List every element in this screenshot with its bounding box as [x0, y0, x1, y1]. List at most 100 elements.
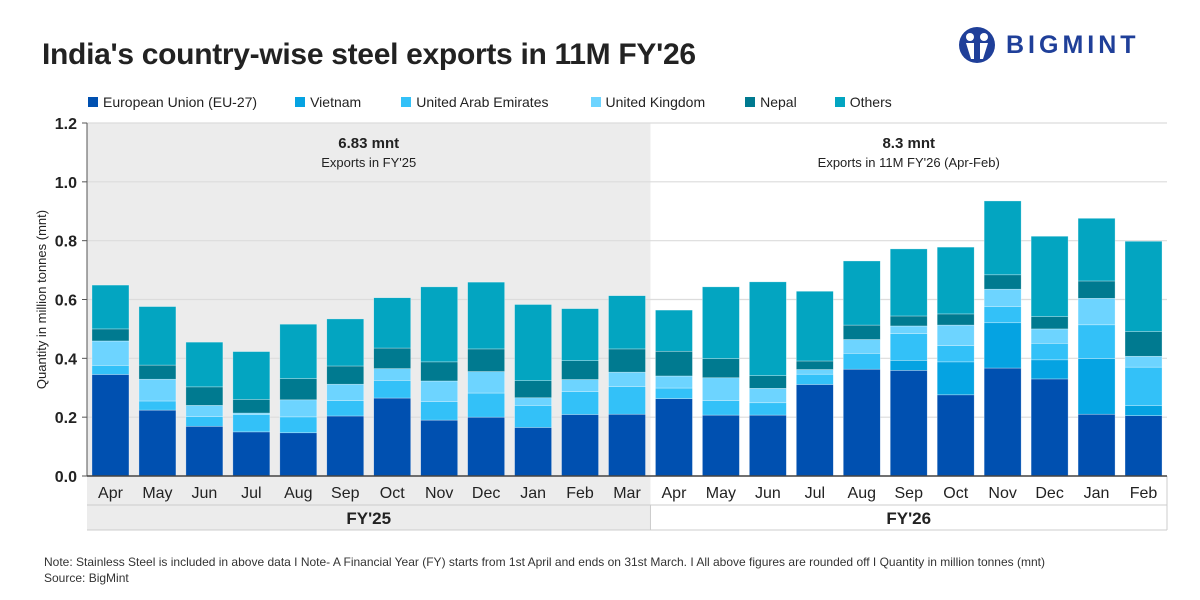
- legend-item: United Arab Emirates: [401, 94, 549, 110]
- x-tick-label: Aug: [848, 485, 876, 502]
- bar-segment-european-union-eu-27-: [514, 427, 552, 477]
- bar-segment-european-union-eu-27-: [983, 367, 1022, 477]
- x-tick-label: Nov: [988, 485, 1016, 502]
- bar-segment-united-arab-emirates: [655, 387, 693, 399]
- bar-segment-others: [467, 281, 505, 350]
- bar-segment-nepal: [91, 328, 130, 342]
- x-tick-label: Feb: [566, 485, 594, 502]
- x-tick-label: Jan: [520, 485, 546, 502]
- legend-swatch: [401, 97, 412, 107]
- x-tick-label: Jul: [805, 485, 825, 502]
- bar-segment-nepal: [185, 386, 224, 406]
- bar-segment-european-union-eu-27-: [1124, 415, 1163, 477]
- bar-segment-others: [608, 295, 646, 350]
- bar-segment-others: [279, 323, 318, 379]
- bar-segment-united-arab-emirates: [608, 386, 646, 415]
- x-tick-label: Aug: [284, 485, 312, 502]
- bar-segment-european-union-eu-27-: [1030, 378, 1069, 477]
- bar-segment-nepal: [373, 347, 412, 369]
- x-tick-label: Jun: [191, 485, 217, 502]
- bar-segment-others: [420, 286, 458, 363]
- source-text: Source: BigMint: [44, 571, 129, 585]
- x-tick-label: Mar: [613, 485, 641, 502]
- y-tick-label: 0.4: [55, 351, 77, 368]
- bar-segment-others: [514, 304, 552, 381]
- bar-segment-vietnam: [1077, 358, 1116, 415]
- bar-segment-nepal: [702, 358, 740, 379]
- bar-segment-european-union-eu-27-: [749, 414, 787, 477]
- bar-segment-european-union-eu-27-: [138, 409, 177, 477]
- legend-swatch: [88, 97, 98, 107]
- legend-item: Vietnam: [295, 94, 361, 110]
- bar-segment-united-kingdom: [983, 288, 1022, 307]
- bar-segment-others: [655, 309, 693, 352]
- bar-segment-united-arab-emirates: [91, 365, 130, 375]
- note-text: Note: Stainless Steel is included in abo…: [44, 555, 1045, 569]
- y-tick-label: 0.8: [55, 234, 77, 251]
- bar-segment-european-union-eu-27-: [889, 370, 928, 477]
- bar-segment-european-union-eu-27-: [232, 431, 271, 477]
- x-tick-label: Feb: [1130, 485, 1158, 502]
- bigmint-logo: BIGMINT: [958, 26, 1140, 64]
- bar-segment-united-arab-emirates: [702, 400, 740, 416]
- bar-segment-united-arab-emirates: [232, 414, 271, 433]
- bar-segment-united-kingdom: [420, 380, 458, 402]
- bar-segment-united-kingdom: [608, 371, 646, 387]
- bar-segment-united-arab-emirates: [1030, 343, 1069, 361]
- bar-segment-others: [842, 260, 881, 326]
- bar-segment-european-union-eu-27-: [608, 413, 646, 477]
- bar-segment-nepal: [279, 378, 318, 401]
- y-axis-label: Quantity in million tonnes (mnt): [34, 210, 49, 389]
- bar-segment-european-union-eu-27-: [655, 398, 693, 477]
- legend-label: European Union (EU-27): [103, 94, 258, 110]
- group-label: FY'25: [346, 509, 391, 528]
- legend-item: Nepal: [745, 94, 797, 110]
- bar-segment-vietnam: [1030, 359, 1069, 380]
- bar-segment-united-kingdom: [796, 369, 834, 375]
- bar-segment-united-arab-emirates: [279, 416, 318, 434]
- x-tick-label: Oct: [380, 485, 405, 502]
- bar-segment-european-union-eu-27-: [936, 394, 975, 477]
- bar-segment-nepal: [514, 380, 552, 399]
- bar-segment-nepal: [326, 365, 365, 385]
- legend-swatch: [295, 97, 306, 107]
- bar-segment-others: [326, 318, 365, 367]
- legend-label: Nepal: [760, 94, 797, 110]
- group-total-value: 8.3 mnt: [882, 135, 935, 152]
- bar-segment-united-arab-emirates: [138, 400, 177, 411]
- legend-swatch: [834, 97, 845, 107]
- logo-text: BIGMINT: [1006, 30, 1140, 59]
- bar-segment-united-arab-emirates: [467, 392, 505, 418]
- bar-segment-others: [91, 284, 130, 330]
- bar-segment-united-arab-emirates: [983, 306, 1022, 324]
- bar-segment-european-union-eu-27-: [91, 374, 130, 477]
- bar-segment-european-union-eu-27-: [279, 432, 318, 477]
- bar-segment-united-arab-emirates: [514, 405, 552, 428]
- bar-segment-united-kingdom: [936, 324, 975, 346]
- bar-segment-european-union-eu-27-: [561, 414, 599, 477]
- bar-segment-others: [138, 306, 177, 366]
- x-tick-label: Apr: [662, 485, 688, 502]
- bar-segment-united-kingdom: [91, 340, 130, 366]
- bar-segment-nepal: [796, 360, 834, 370]
- bar-segment-united-arab-emirates: [936, 345, 975, 363]
- bar-segment-united-kingdom: [326, 383, 365, 401]
- bar-segment-united-kingdom: [749, 388, 787, 404]
- bar-segment-others: [561, 308, 599, 361]
- legend-item: Others: [834, 94, 892, 110]
- bar-segment-nepal: [1077, 280, 1116, 299]
- bar-segment-others: [1030, 235, 1069, 317]
- legend-label: United Arab Emirates: [416, 94, 549, 110]
- bar-segment-nepal: [561, 360, 599, 380]
- bar-segment-united-kingdom: [655, 375, 693, 389]
- bar-segment-united-kingdom: [373, 368, 412, 381]
- legend-item: European Union (EU-27): [88, 94, 257, 110]
- y-tick-label: 1.0: [55, 175, 77, 192]
- x-tick-label: May: [706, 485, 736, 502]
- bar-segment-united-arab-emirates: [561, 391, 599, 415]
- group-total-caption: Exports in FY'25: [321, 155, 416, 170]
- footnotes: Note: Stainless Steel is included in abo…: [44, 554, 1045, 586]
- bar-segment-european-union-eu-27-: [420, 419, 458, 477]
- bar-segment-united-kingdom: [1077, 298, 1116, 326]
